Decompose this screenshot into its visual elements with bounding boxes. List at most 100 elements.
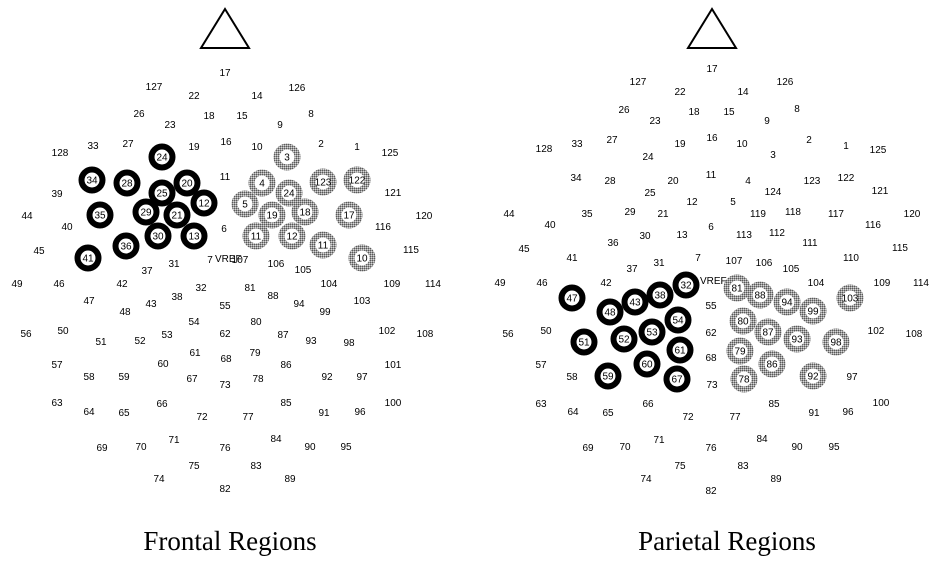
electrode-label: 7	[695, 253, 701, 264]
highlighted-electrode: 24	[148, 143, 176, 171]
highlighted-electrode: 30	[144, 222, 172, 250]
black-ring-marker	[173, 169, 201, 197]
highlighted-electrode-label: 54	[672, 316, 684, 327]
electrode-label: 114	[425, 279, 441, 290]
electrode-label: 99	[319, 307, 331, 318]
gray-ring-marker	[758, 350, 786, 378]
electrode-label: 10	[251, 142, 263, 153]
highlighted-electrode: 36	[112, 232, 140, 260]
electrode-label: 90	[791, 442, 803, 453]
electrode-label: 79	[249, 348, 261, 359]
highlighted-electrode-label: 21	[171, 211, 183, 222]
highlighted-electrode: 103	[836, 284, 864, 312]
frontal-vref-label: VREF	[215, 254, 242, 265]
electrode-label: 65	[602, 408, 614, 419]
electrode-label: 46	[536, 278, 548, 289]
black-ring-marker	[594, 362, 622, 390]
electrode-label: 41	[566, 253, 578, 264]
highlighted-electrode: 29	[132, 198, 160, 226]
electrode-label: 15	[236, 111, 248, 122]
highlighted-electrode-label: 52	[618, 335, 630, 346]
electrode-label: 111	[802, 238, 818, 249]
electrode-label: 69	[582, 443, 594, 454]
electrode-label: 104	[321, 279, 338, 290]
highlighted-electrode-label: 87	[762, 328, 774, 339]
black-ring-marker	[112, 232, 140, 260]
electrode-label: 100	[873, 398, 890, 409]
black-ring-marker	[74, 244, 102, 272]
electrode-label: 19	[188, 142, 200, 153]
gray-ring-marker	[242, 222, 270, 250]
highlighted-electrode: 99	[799, 297, 827, 325]
electrode-label: 118	[785, 207, 801, 218]
highlighted-electrode: 35	[86, 201, 114, 229]
electrode-label: 2	[806, 135, 812, 146]
electrode-label: 1	[354, 142, 360, 153]
electrode-label: 8	[308, 109, 314, 120]
electrode-label: 20	[667, 176, 679, 187]
electrode-label: 10	[736, 139, 748, 150]
electrode-label: 95	[828, 442, 840, 453]
highlighted-electrode-label: 17	[343, 211, 355, 222]
gray-ring-marker	[746, 281, 774, 309]
electrode-label: 85	[280, 398, 292, 409]
electrode-label: 19	[674, 139, 686, 150]
electrode-label: 66	[642, 399, 654, 410]
electrode-label: 9	[277, 120, 283, 131]
electrode-label: 9	[764, 116, 770, 127]
highlighted-electrode: 81	[723, 274, 751, 302]
highlighted-electrode-label: 88	[754, 291, 766, 302]
highlighted-electrode-label: 79	[734, 347, 746, 358]
highlighted-electrode: 94	[773, 288, 801, 316]
highlighted-electrode-label: 60	[641, 360, 653, 371]
electrode-label: 83	[737, 461, 749, 472]
electrode-label: 34	[570, 173, 582, 184]
highlighted-electrode-label: 30	[152, 232, 164, 243]
highlighted-electrode-label: 32	[680, 281, 692, 292]
electrode-label: 11	[706, 170, 717, 181]
electrode-label: 49	[11, 279, 23, 290]
black-ring-marker	[144, 222, 172, 250]
electrode-label: 33	[87, 141, 99, 152]
highlighted-electrode: 12	[190, 189, 218, 217]
electrode-label: 91	[808, 408, 820, 419]
electrode-label: 89	[284, 474, 296, 485]
gray-ring-marker	[343, 166, 371, 194]
highlighted-electrode: 86	[758, 350, 786, 378]
electrode-label: 16	[220, 137, 232, 148]
highlighted-electrode-label: 3	[284, 153, 290, 164]
black-ring-marker	[180, 222, 208, 250]
highlighted-electrode-label: 35	[94, 211, 106, 222]
electrode-label: 22	[674, 87, 686, 98]
electrode-label: 54	[188, 317, 200, 328]
electrode-label: 56	[20, 329, 32, 340]
electrode-label: 45	[33, 246, 45, 257]
electrode-label: 127	[146, 82, 163, 93]
black-ring-marker	[663, 365, 691, 393]
black-ring-marker	[646, 281, 674, 309]
electrode-label: 64	[83, 407, 95, 418]
black-ring-marker	[621, 288, 649, 316]
electrode-label: 125	[382, 148, 399, 159]
electrode-label: 70	[619, 442, 631, 453]
electrode-label: 84	[270, 434, 282, 445]
electrode-label: 104	[808, 278, 825, 289]
electrode-label: 115	[892, 243, 908, 254]
gray-ring-marker	[231, 190, 259, 218]
electrode-label: 94	[293, 299, 305, 310]
electrode-label: 91	[318, 408, 330, 419]
highlighted-electrode-label: 98	[830, 338, 842, 349]
electrode-label: 84	[756, 434, 768, 445]
electrode-label: 89	[770, 474, 782, 485]
highlighted-electrode-label: 34	[86, 176, 98, 187]
electrode-label: 68	[705, 353, 717, 364]
electrode-label: 40	[544, 220, 556, 231]
highlighted-electrode: 98	[822, 328, 850, 356]
electrode-label: 102	[379, 326, 396, 337]
highlighted-electrode-label: 36	[120, 242, 132, 253]
electrode-label: 81	[244, 283, 256, 294]
electrode-label: 36	[607, 238, 619, 249]
electrode-label: 33	[571, 139, 583, 150]
electrode-label: 106	[756, 258, 773, 269]
